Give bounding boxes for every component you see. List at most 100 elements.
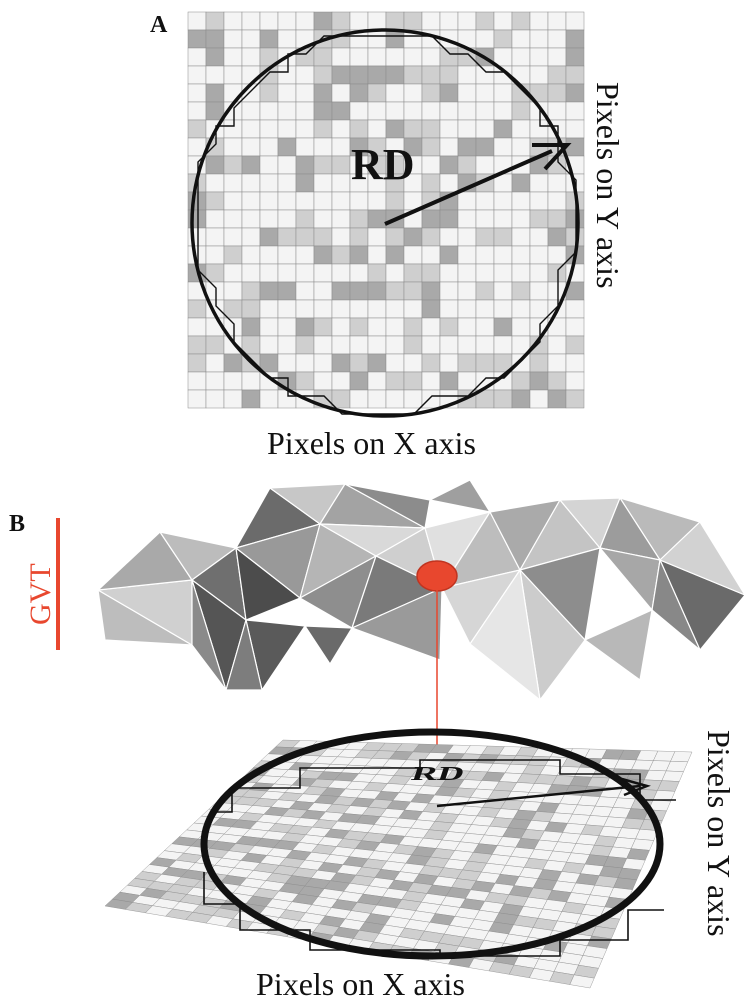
pixel-cell	[493, 245, 513, 265]
pixel-cell	[259, 173, 279, 193]
pixel-cell	[241, 101, 261, 121]
pixel-cell	[475, 101, 495, 121]
pixel-cell	[385, 299, 405, 319]
pixel-cell	[529, 191, 549, 211]
pixel-cell	[493, 29, 513, 49]
pixel-cell	[295, 335, 315, 355]
pixel-cell	[205, 263, 225, 283]
pixel-cell	[349, 263, 369, 283]
pixel-cell	[547, 353, 567, 373]
pixel-cell	[295, 137, 315, 157]
pixel-cell	[439, 353, 459, 373]
pixel-cell	[529, 299, 549, 319]
pixel-cell	[457, 137, 477, 157]
pixel-cell	[421, 47, 441, 67]
pixel-cell	[421, 317, 441, 337]
pixel-cell	[331, 389, 351, 409]
pixel-cell	[626, 848, 650, 861]
pixel-cell	[565, 47, 585, 67]
pixel-cell	[331, 209, 351, 229]
highlighted-peak-marker	[416, 560, 458, 592]
panel-a-x-axis-label: Pixels on X axis	[267, 425, 476, 461]
pixel-cell	[313, 263, 333, 283]
pixel-cell	[565, 353, 585, 373]
pixel-cell	[475, 191, 495, 211]
pixel-cell	[493, 11, 513, 31]
pixel-cell	[277, 191, 297, 211]
pixel-cell	[187, 191, 207, 211]
pixel-cell	[547, 335, 567, 355]
pixel-cell	[277, 11, 297, 31]
pixel-cell	[457, 317, 477, 337]
pixel-cell	[241, 263, 261, 283]
pixel-cell	[403, 47, 423, 67]
panel-a-label: A	[150, 12, 168, 38]
pixel-cell	[187, 47, 207, 67]
pixel-cell	[313, 65, 333, 85]
pixel-cell	[277, 299, 297, 319]
pixel-cell	[403, 119, 423, 139]
pixel-cell	[569, 974, 595, 989]
pixel-cell	[223, 65, 243, 85]
pixel-cell	[511, 47, 531, 67]
pixel-cell	[547, 47, 567, 67]
pixel-cell	[493, 191, 513, 211]
pixel-cell	[475, 227, 495, 247]
pixel-cell	[295, 317, 315, 337]
pixel-cell	[223, 227, 243, 247]
pixel-cell	[187, 101, 207, 121]
pixel-cell	[259, 11, 279, 31]
pixel-cell	[565, 83, 585, 103]
pixel-cell	[421, 155, 441, 175]
pixel-cell	[493, 209, 513, 229]
pixel-cell	[313, 353, 333, 373]
pixel-cell	[529, 29, 549, 49]
pixel-cell	[331, 371, 351, 391]
pixel-cell	[385, 11, 405, 31]
pixel-cell	[349, 245, 369, 265]
pixel-cell	[547, 191, 567, 211]
pixel-cell	[313, 155, 333, 175]
pixel-cell	[223, 389, 243, 409]
pixel-cell	[349, 281, 369, 301]
pixel-cell	[259, 209, 279, 229]
pixel-cell	[259, 155, 279, 175]
pixel-cell	[331, 119, 351, 139]
pixel-cell	[349, 299, 369, 319]
pixel-cell	[313, 119, 333, 139]
pixel-cell	[457, 263, 477, 283]
pixel-cell	[421, 299, 441, 319]
pixel-cell	[313, 371, 333, 391]
pixel-cell	[313, 245, 333, 265]
pixel-cell	[475, 353, 495, 373]
pixel-cell	[385, 191, 405, 211]
pixel-cell	[493, 389, 513, 409]
pixel-cell	[349, 317, 369, 337]
pixel-cell	[295, 281, 315, 301]
pixel-cell	[187, 83, 207, 103]
pixel-cell	[349, 353, 369, 373]
pixel-cell	[421, 227, 441, 247]
pixel-cell	[511, 389, 531, 409]
pixel-cell	[331, 245, 351, 265]
pixel-cell	[547, 29, 567, 49]
pixel-cell	[421, 11, 441, 31]
pixel-cell	[187, 335, 207, 355]
pixel-cell	[511, 209, 531, 229]
pixel-cell	[331, 191, 351, 211]
pixel-cell	[223, 371, 243, 391]
panel-b-y-axis-label: Pixels on Y axis	[701, 730, 737, 937]
pixel-cell	[331, 353, 351, 373]
pixel-cell	[403, 335, 423, 355]
pixel-cell	[295, 11, 315, 31]
pixel-cell	[421, 173, 441, 193]
pixel-cell	[367, 245, 387, 265]
pixel-cell	[457, 155, 477, 175]
pixel-cell	[223, 209, 243, 229]
terrain-facet	[583, 608, 653, 682]
pixel-cell	[349, 209, 369, 229]
pixel-cell	[223, 29, 243, 49]
pixel-cell	[349, 371, 369, 391]
pixel-cell	[421, 65, 441, 85]
pixel-cell	[187, 119, 207, 139]
